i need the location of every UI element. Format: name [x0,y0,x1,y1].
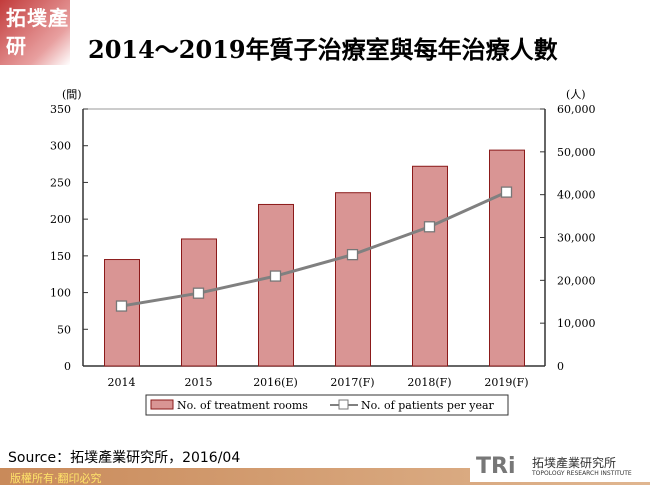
x-tick-label: 2015 [185,376,213,389]
right-tick-label: 30,000 [557,232,596,245]
legend-swatch-rooms [150,399,174,410]
x-tick-label: 2018(F) [407,376,451,389]
right-tick-label: 60,000 [557,103,596,116]
line-point [500,186,513,198]
legend-swatch-marker [338,399,349,410]
brand-mark: TRi [476,454,516,479]
tri-logo: TRi 拓墣產業研究所 TOPOLOGY RESEARCH INSTITUTE [470,452,650,482]
brand-cn: 拓墣產業研究所 [532,456,617,470]
line-point [423,221,436,233]
source-note: Source：拓墣產業研究所，2016/04 [8,450,241,466]
right-tick-label: 20,000 [557,274,596,287]
left-tick-label: 50 [57,323,71,336]
right-axis-label: (人) [566,88,586,101]
legend-label-patients: No. of patients per year [361,399,495,412]
chart: 0 50 100 150 200 250 300 350 0 10,000 20,000 30,000… [50,88,596,416]
left-tick-label: 150 [50,250,71,263]
bar [412,165,448,367]
x-tick-label: 2019(F) [484,376,528,389]
left-tick-label: 250 [50,176,71,189]
bar [104,259,140,367]
x-tick-label: 2017(F) [330,376,374,389]
line-point [115,300,128,312]
legend-label-rooms: No. of treatment rooms [177,399,308,412]
right-tick-label: 0 [557,360,564,373]
right-tick-label: 40,000 [557,189,596,202]
x-tick-label: 2016(E) [253,376,298,389]
line-point [192,287,205,299]
bar [258,203,294,367]
patients-line [121,190,508,308]
copyright: 版權所有‧翻印必究 [10,472,102,485]
left-tick-label: 350 [50,103,71,116]
bar [335,192,371,367]
bar [489,149,525,367]
line-point [269,270,282,282]
logo: 拓墣產研 [0,0,70,65]
left-tick-label: 0 [64,360,71,373]
left-tick-label: 100 [50,287,71,300]
brand-en: TOPOLOGY RESEARCH INSTITUTE [532,470,632,477]
right-tick-label: 50,000 [557,146,596,159]
left-tick-label: 200 [50,213,71,226]
left-tick-label: 300 [50,140,71,153]
left-axis-label: (間) [62,88,82,101]
x-tick-label: 2014 [108,376,136,389]
page-title: 2014～2019年質子治療室與每年治療人數 [88,35,558,64]
line-point [346,248,359,261]
bar [181,238,217,367]
right-tick-label: 10,000 [557,317,596,330]
legend-box [145,394,509,416]
